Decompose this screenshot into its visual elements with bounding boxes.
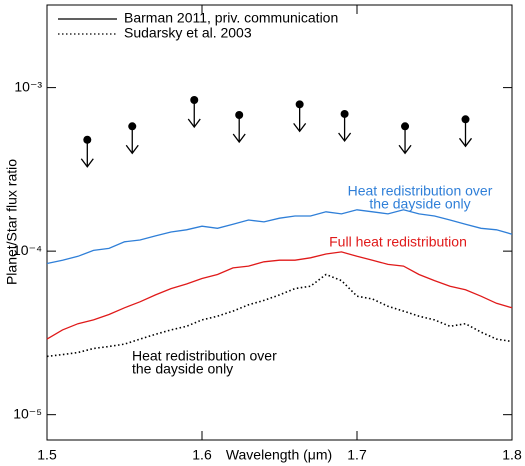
- upper-limit-arrowhead: [187, 118, 201, 129]
- series-annotation: Full heat redistribution: [329, 234, 467, 250]
- y-tick-label: 10⁻⁴: [13, 242, 42, 258]
- upper-limit-point: [461, 115, 470, 124]
- upper-limit-point: [128, 122, 137, 131]
- series-annotation: Heat redistribution over: [132, 348, 277, 364]
- x-tick-label: 1.8: [502, 447, 522, 463]
- upper-limit-arrowhead: [80, 158, 94, 168]
- y-tick-label: 10⁻⁵: [13, 405, 42, 421]
- upper-limit-arrowhead: [232, 133, 246, 144]
- series-line: [46, 209, 513, 265]
- upper-limit-point: [401, 122, 410, 131]
- y-tick-label: 10⁻³: [14, 78, 42, 94]
- legend-label: Barman 2011, priv. communication: [124, 10, 338, 26]
- legend-label: Sudarsky et al. 2003: [124, 25, 252, 41]
- upper-limit-point: [83, 135, 92, 144]
- upper-limit-arrowhead: [293, 122, 307, 133]
- series-annotation: the dayside only: [132, 361, 233, 377]
- x-tick-label: 1.7: [347, 447, 367, 463]
- plot-frame: [46, 4, 513, 441]
- series-line: [46, 273, 513, 358]
- y-axis-label: Planet/Star flux ratio: [4, 159, 20, 285]
- upper-limit-arrowhead: [338, 132, 352, 143]
- upper-limit-point: [190, 95, 199, 104]
- upper-limit-arrowhead: [398, 144, 412, 155]
- upper-limit-point: [340, 109, 349, 118]
- x-tick-label: 1.5: [37, 447, 57, 463]
- series-annotation: the dayside only: [369, 196, 470, 212]
- upper-limit-arrowhead: [458, 137, 473, 148]
- series-annotation: Heat redistribution over: [348, 183, 493, 199]
- x-tick-label: 1.6: [192, 447, 212, 463]
- upper-limit-point: [295, 100, 304, 109]
- upper-limit-point: [235, 110, 244, 119]
- x-axis-label: Wavelength (μm): [226, 447, 332, 463]
- series-line: [46, 251, 513, 340]
- upper-limit-arrowhead: [125, 144, 139, 155]
